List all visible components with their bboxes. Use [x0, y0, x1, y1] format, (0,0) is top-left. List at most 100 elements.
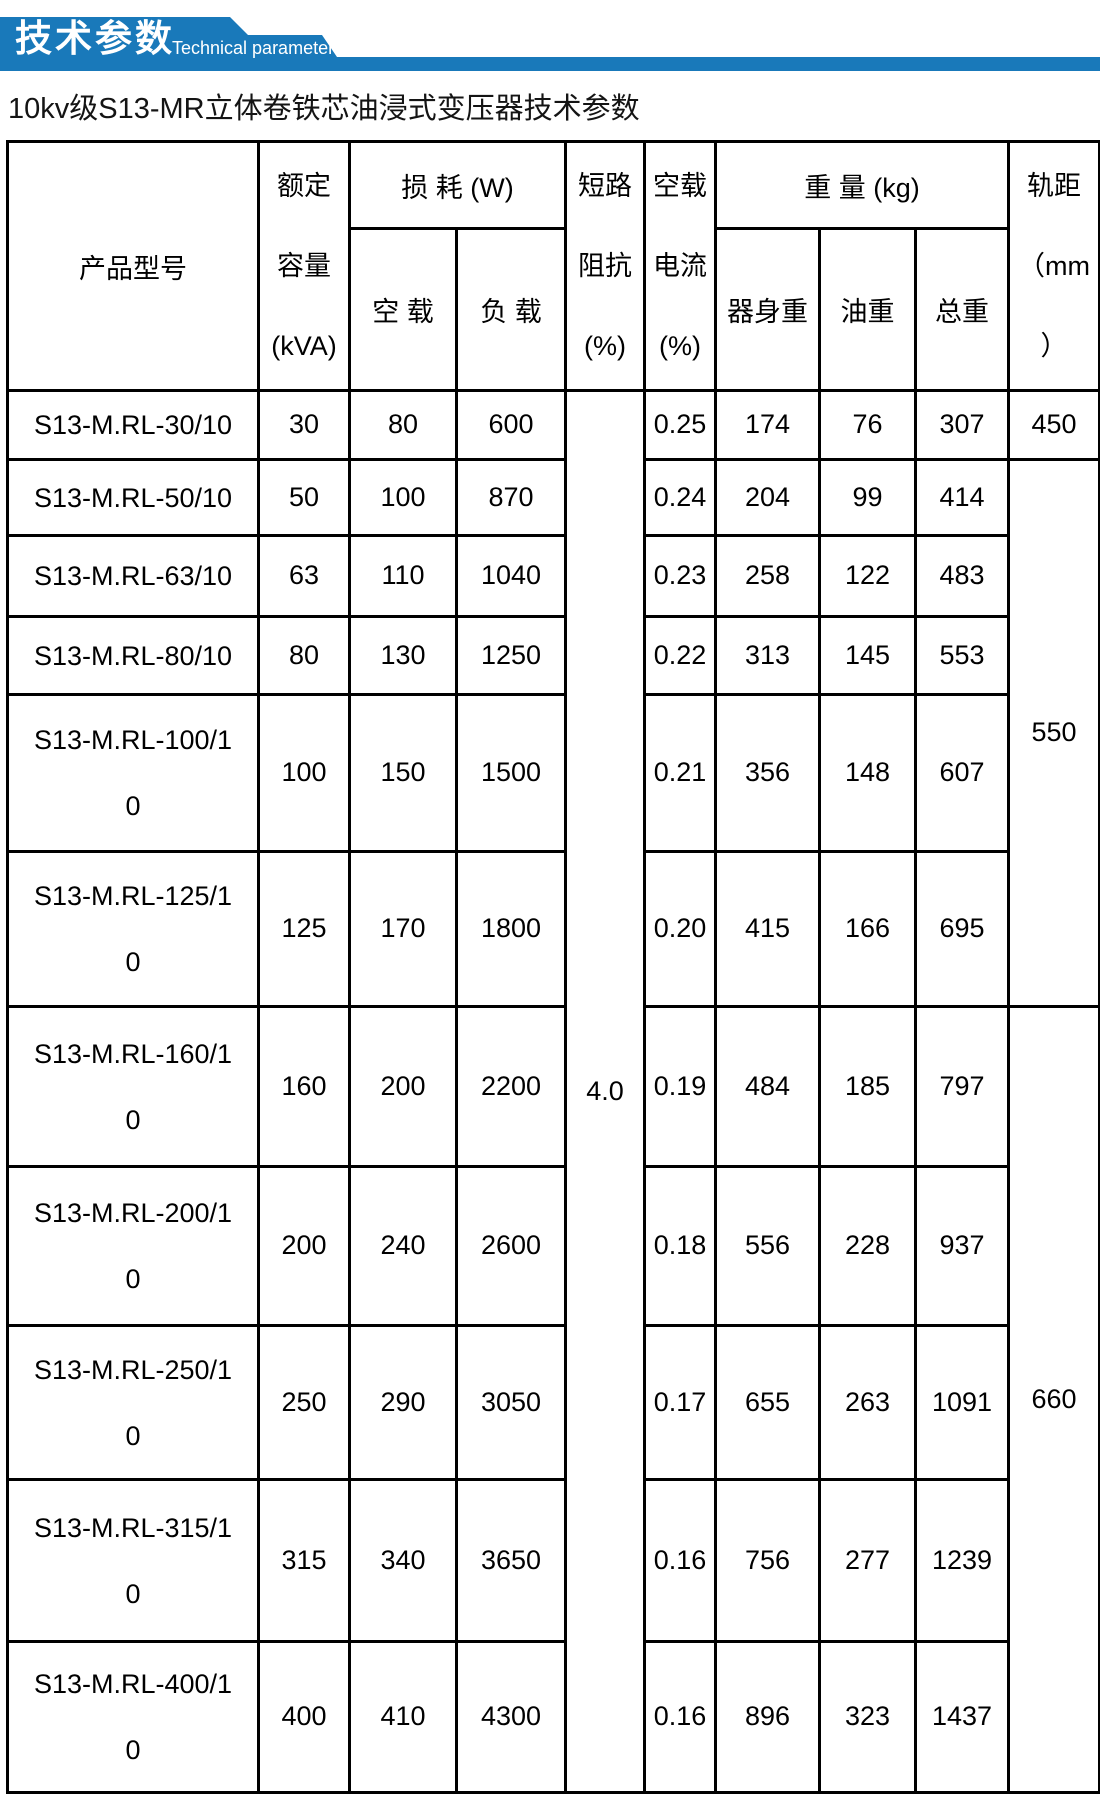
current-cell: 0.24 [643, 458, 718, 537]
current-cell: 0.18 [643, 1165, 718, 1327]
spec-table: 产品型号 额定 容量 (kVA) 损 耗 (W) 短路 阻抗 (%) 空载 电流… [6, 140, 1100, 1794]
col-header-product: 产品型号 [6, 140, 260, 392]
model-cell: S13-M.RL-400/10 [6, 1640, 260, 1794]
impedance-cell: 4.0 [564, 389, 647, 1794]
current-cell: 0.17 [643, 1324, 718, 1481]
table-row: S13-M.RL-250/10 250 290 3050 0.17 655 26… [6, 1324, 1100, 1481]
oil-weight-cell: 122 [818, 534, 918, 618]
total-weight-cell: 483 [914, 534, 1011, 618]
current-cell: 0.20 [643, 850, 718, 1008]
oil-weight-cell: 263 [818, 1324, 918, 1481]
current-cell: 0.23 [643, 534, 718, 618]
total-weight-cell: 797 [914, 1005, 1011, 1168]
total-weight-cell: 553 [914, 615, 1011, 696]
model-cell: S13-M.RL-160/10 [6, 1005, 260, 1168]
capacity-cell: 30 [257, 389, 351, 461]
gauge-cell: 660 [1007, 1005, 1100, 1794]
load-loss-cell: 1800 [454, 850, 568, 1008]
gauge-cell: 550 [1007, 458, 1100, 1008]
no-load-loss-cell: 240 [348, 1165, 458, 1327]
col-header-impedance: 短路 阻抗 (%) [564, 140, 647, 392]
model-cell: S13-M.RL-125/10 [6, 850, 260, 1008]
total-weight-cell: 695 [914, 850, 1011, 1008]
model-cell: S13-M.RL-80/10 [6, 615, 260, 696]
total-weight-cell: 607 [914, 693, 1011, 853]
col-header-no-load-current: 空载 电流 (%) [643, 140, 718, 392]
body-weight-cell: 556 [714, 1165, 822, 1327]
col-header-weight-oil: 油重 [818, 227, 918, 392]
body-weight-cell: 356 [714, 693, 822, 853]
col-header-loss-group: 损 耗 (W) [347, 140, 568, 230]
col-header-capacity: 额定 容量 (kVA) [257, 140, 351, 392]
body-weight-cell: 415 [714, 850, 822, 1008]
current-cell: 0.22 [643, 615, 718, 696]
header-row-subcolumns: 空 载 负 载 器身重 油重 总重 [8, 227, 1100, 392]
capacity-cell: 200 [257, 1165, 351, 1327]
body-weight-cell: 174 [714, 389, 822, 461]
col-header-weight-body: 器身重 [714, 227, 822, 392]
banner-title-cn: 技术参数 [15, 18, 175, 59]
capacity-cell: 315 [257, 1478, 351, 1643]
no-load-loss-cell: 100 [348, 458, 458, 537]
capacity-cell: 100 [257, 693, 351, 853]
oil-weight-cell: 145 [818, 615, 918, 696]
oil-weight-cell: 185 [818, 1005, 918, 1168]
load-loss-cell: 1040 [454, 534, 568, 618]
total-weight-cell: 937 [914, 1165, 1011, 1327]
col-header-loss-no-load: 空 载 [348, 227, 458, 392]
page-title: 10kv级S13-MR立体卷铁芯油浸式变压器技术参数 [8, 93, 640, 125]
header-row-groups: 产品型号 额定 容量 (kVA) 损 耗 (W) 短路 阻抗 (%) 空载 电流… [6, 140, 1100, 392]
load-loss-cell: 600 [454, 389, 568, 461]
current-cell: 0.25 [643, 389, 718, 461]
total-weight-cell: 307 [914, 389, 1011, 461]
load-loss-cell: 4300 [454, 1640, 568, 1794]
body-weight-cell: 313 [714, 615, 822, 696]
col-header-gauge: 轨距 （mm ） [1007, 140, 1100, 392]
load-loss-cell: 1250 [454, 615, 568, 696]
oil-weight-cell: 166 [818, 850, 918, 1008]
table-row: S13-M.RL-200/10 200 240 2600 0.18 556 22… [6, 1165, 1100, 1327]
capacity-cell: 160 [257, 1005, 351, 1168]
total-weight-cell: 414 [914, 458, 1011, 537]
current-cell: 0.16 [643, 1640, 718, 1794]
body-weight-cell: 258 [714, 534, 822, 618]
section-banner: 技术参数 Technical parameter [0, 0, 1100, 72]
load-loss-cell: 2200 [454, 1005, 568, 1168]
body-weight-cell: 756 [714, 1478, 822, 1643]
table-row: S13-M.RL-125/10 125 170 1800 0.20 415 16… [6, 850, 1100, 1008]
table-row: S13-M.RL-30/10 30 80 600 4.0 0.25 174 76… [6, 389, 1100, 1794]
oil-weight-cell: 99 [818, 458, 918, 537]
body-weight-cell: 655 [714, 1324, 822, 1481]
load-loss-cell: 2600 [454, 1165, 568, 1327]
model-cell: S13-M.RL-200/10 [6, 1165, 260, 1327]
body-weight-cell: 896 [714, 1640, 822, 1794]
no-load-loss-cell: 80 [348, 389, 458, 461]
table-row: S13-M.RL-80/10 80 130 1250 0.22 313 145 … [6, 615, 1100, 696]
load-loss-cell: 3650 [454, 1478, 568, 1643]
table-row: S13-M.RL-100/10 100 150 1500 0.21 356 14… [6, 693, 1100, 853]
capacity-cell: 50 [257, 458, 351, 537]
capacity-cell: 63 [257, 534, 351, 618]
body-weight-cell: 484 [714, 1005, 822, 1168]
gauge-cell: 450 [1007, 389, 1100, 461]
model-cell: S13-M.RL-50/10 [6, 458, 260, 537]
col-header-weight-group: 重 量 (kg) [714, 140, 1011, 230]
table-row: S13-M.RL-400/10 400 410 4300 0.16 896 32… [6, 1640, 1100, 1794]
banner-title-en: Technical parameter [172, 38, 335, 58]
capacity-cell: 125 [257, 850, 351, 1008]
oil-weight-cell: 228 [818, 1165, 918, 1327]
load-loss-cell: 870 [454, 458, 568, 537]
no-load-loss-cell: 130 [348, 615, 458, 696]
col-header-loss-load: 负 载 [454, 227, 568, 392]
oil-weight-cell: 148 [818, 693, 918, 853]
table-row: S13-M.RL-50/10 50 100 870 0.24 204 99 41… [6, 458, 1100, 1008]
body-weight-cell: 204 [714, 458, 822, 537]
model-cell: S13-M.RL-250/10 [6, 1324, 260, 1481]
model-cell: S13-M.RL-63/10 [6, 534, 260, 618]
no-load-loss-cell: 200 [348, 1005, 458, 1168]
capacity-cell: 80 [257, 615, 351, 696]
load-loss-cell: 1500 [454, 693, 568, 853]
oil-weight-cell: 76 [818, 389, 918, 461]
no-load-loss-cell: 410 [348, 1640, 458, 1794]
model-cell: S13-M.RL-100/10 [6, 693, 260, 853]
